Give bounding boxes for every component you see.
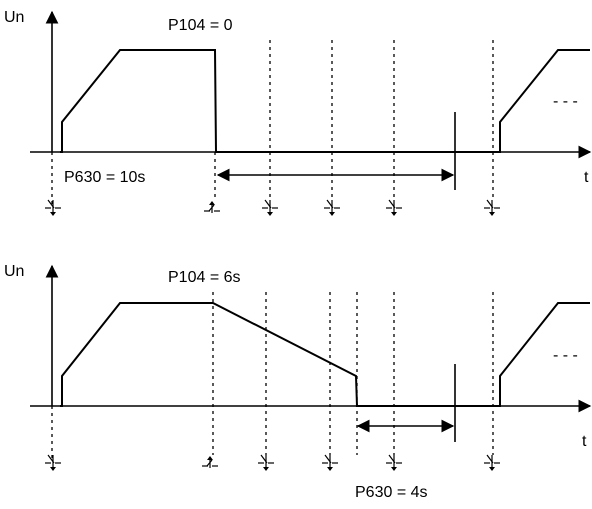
- top-y-axis-label: Un: [4, 9, 24, 26]
- top-switch-close-icon: [323, 199, 341, 217]
- bottom-switch-open-icon: [201, 455, 219, 469]
- bottom-switch-close-icon: [44, 454, 62, 472]
- bottom-switch-close-icon: [321, 454, 339, 472]
- top-param-dwell-label: P630 = 10s: [64, 169, 145, 186]
- bottom-switch-close-icon: [257, 454, 275, 472]
- top-ellipsis: - - -: [553, 93, 578, 110]
- top-switch-open-icon: [203, 200, 221, 214]
- bottom-param-dwell-label: P630 = 4s: [355, 484, 428, 501]
- top-param-delay-label: P104 = 0: [168, 17, 233, 34]
- bottom-ellipsis: - - -: [553, 347, 578, 364]
- top-x-axis-label: t: [584, 169, 589, 186]
- bottom-x-axis-label: t: [582, 433, 587, 450]
- bottom-output-voltage-trace: [60, 302, 590, 407]
- bottom-switch-close-icon: [483, 454, 501, 472]
- top-switch-close-icon: [385, 199, 403, 217]
- top-switch-close-icon: [483, 199, 501, 217]
- top-switch-close-icon: [261, 199, 279, 217]
- top-diagram: Un P104 = 0 t P630 = 10s - - -: [4, 9, 592, 217]
- bottom-diagram: Un P104 = 6s t P630 = 4s - - -: [4, 263, 592, 501]
- bottom-param-delay-label: P104 = 6s: [168, 269, 241, 286]
- top-output-voltage-trace: [60, 49, 590, 153]
- bottom-y-axis-label: Un: [4, 263, 24, 280]
- bottom-switch-close-icon: [385, 454, 403, 472]
- top-switch-close-icon: [44, 199, 62, 217]
